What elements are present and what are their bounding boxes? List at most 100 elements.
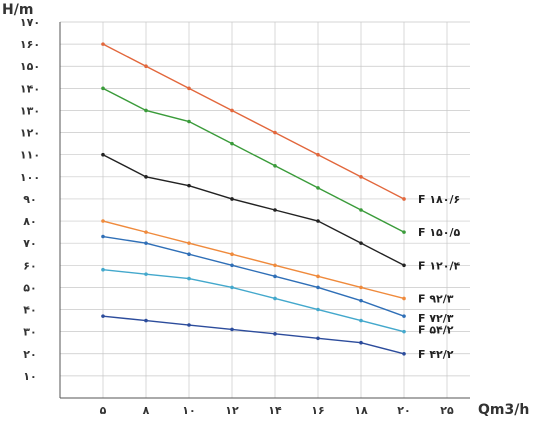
y-tick-label: ۵۰ (23, 281, 36, 294)
y-tick-label: ۲۰ (23, 348, 36, 361)
data-point (187, 323, 191, 327)
data-point (144, 272, 148, 276)
y-tick-label: ۷۰ (23, 237, 36, 250)
series-group: F ۱۸۰/۶ F ۱۵۰/۵ F ۱۲۰/۴ F ۹۲/۳ F ۷۲/۳F ۵۴/۲ F… (101, 42, 461, 361)
x-tick-label: ۵ (100, 404, 107, 417)
y-tick-labels: ۱۰ ۲۰ ۳۰ ۴۰ ۵۰ ۶۰ ۷۰ ۸۰ ۹۰ ۱۰۰ ۱۱۰ ۱۲۰ ۱۳۰ ۱۴۰ ۱۵۰ ۱۶۰ ۱… (20, 16, 40, 383)
y-tick-label: ۸۰ (23, 215, 36, 228)
series-label: F ۹۲/۳ (418, 292, 454, 305)
data-point (273, 263, 277, 268)
data-point (187, 86, 191, 91)
data-point (144, 64, 148, 69)
series-label: F ۱۲۰/۴ (418, 259, 461, 272)
y-axis-label: H/m (2, 2, 33, 18)
x-tick-label: ۸ (143, 404, 150, 417)
x-axis-label: Qm3/h (478, 402, 529, 418)
data-point (101, 234, 105, 239)
x-tick-labels: ۵ ۸ ۱۰ ۱۲ ۱۴ ۱۶ ۱۸ ۲۰ ۲۵ (100, 404, 454, 417)
series-line (102, 220, 405, 300)
data-point (101, 86, 105, 91)
y-tick-label: ۱۰ (23, 370, 36, 383)
data-point (402, 314, 406, 318)
data-point (316, 285, 320, 290)
data-point (230, 263, 234, 268)
data-point (316, 186, 320, 190)
axes (59, 22, 470, 399)
series-5: F ۵۴/۲ (101, 267, 454, 337)
series-line (102, 269, 405, 333)
y-tick-label: ۱۰۰ (20, 171, 40, 184)
data-point (316, 336, 320, 341)
x-tick-label: ۲۵ (440, 404, 454, 417)
series-label: F ۴۲/۲ (418, 348, 454, 361)
series-label: F ۵۴/۲ (418, 324, 454, 337)
data-point (187, 276, 191, 281)
data-point (402, 230, 406, 234)
data-point (316, 219, 320, 223)
data-point (402, 263, 406, 268)
series-line (102, 43, 405, 200)
data-point (359, 208, 363, 212)
y-tick-label: ۱۶۰ (20, 38, 40, 51)
series-line (102, 87, 405, 233)
series-2: F ۱۲۰/۴ (101, 152, 461, 272)
series-line (102, 154, 405, 266)
series-label: F ۷۲/۳ (418, 312, 454, 325)
data-point (402, 197, 406, 201)
data-point (101, 42, 105, 46)
data-point (101, 152, 105, 157)
data-point (144, 230, 148, 234)
data-point (402, 351, 406, 356)
series-1: F ۱۵۰/۵ (101, 86, 461, 239)
y-tick-label: ۳۰ (23, 326, 36, 339)
data-point (187, 183, 191, 188)
series-line (102, 315, 405, 355)
y-tick-label: ۱۲۰ (20, 127, 40, 140)
data-point (101, 219, 105, 223)
series-0: F ۱۸۰/۶ (101, 42, 460, 206)
data-point (316, 274, 320, 279)
data-point (316, 307, 320, 312)
x-tick-label: ۱۲ (225, 404, 239, 417)
y-tick-label: ۹۰ (23, 193, 36, 206)
data-point (402, 329, 406, 334)
x-tick-label: ۱۴ (268, 404, 282, 417)
data-point (144, 175, 148, 179)
data-point (359, 241, 363, 245)
data-point (230, 327, 234, 332)
y-tick-label: ۱۷۰ (20, 16, 40, 29)
data-point (187, 119, 191, 124)
data-point (359, 285, 363, 290)
data-point (359, 298, 363, 303)
data-point (359, 175, 363, 179)
data-point (316, 152, 320, 157)
data-point (144, 318, 148, 323)
series-label: F ۱۸۰/۶ (418, 193, 460, 206)
x-tick-label: ۱۶ (311, 404, 324, 417)
data-point (144, 241, 148, 245)
grid (60, 21, 470, 398)
data-point (273, 163, 277, 168)
data-point (359, 340, 363, 345)
data-point (273, 130, 277, 135)
series-label: F ۱۵۰/۵ (418, 226, 461, 239)
series-6: F ۴۲/۲ (101, 314, 454, 361)
data-point (273, 332, 277, 336)
data-point (101, 314, 105, 318)
data-point (230, 141, 234, 146)
y-tick-label: ۱۱۰ (20, 149, 40, 162)
data-point (187, 241, 191, 245)
data-point (144, 108, 148, 113)
y-tick-label: ۱۵۰ (20, 60, 40, 73)
y-tick-label: ۴۰ (23, 304, 36, 317)
data-point (187, 252, 191, 257)
series-line (102, 235, 405, 317)
x-tick-label: ۱۸ (354, 404, 368, 417)
data-point (101, 267, 105, 272)
data-point (230, 252, 234, 257)
data-point (230, 108, 234, 113)
y-tick-label: ۶۰ (23, 259, 36, 272)
y-tick-label: ۱۴۰ (20, 82, 40, 95)
data-point (273, 274, 277, 279)
